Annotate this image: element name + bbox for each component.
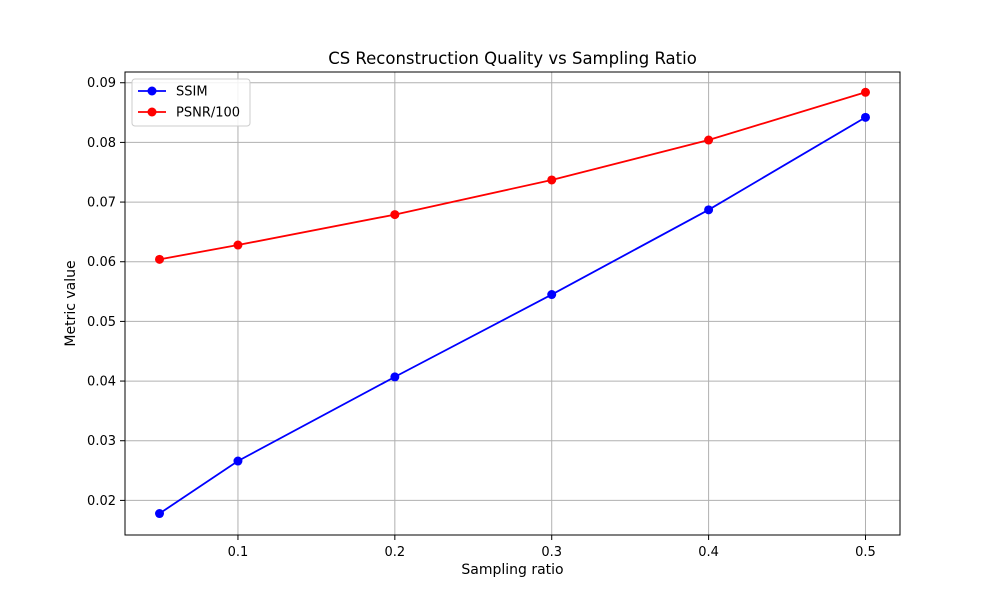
data-point-ssim (390, 372, 400, 382)
data-point-psnr (233, 240, 243, 250)
legend-label-psnr: PSNR/100 (176, 106, 240, 121)
legend-marker-psnr (147, 107, 157, 117)
grid (120, 72, 900, 540)
x-tick-label: 0.4 (698, 545, 719, 560)
y-tick-label: 0.08 (87, 136, 116, 151)
series-line-ssim (159, 116, 866, 515)
plot-frame (124, 71, 901, 536)
data-point-psnr (390, 210, 400, 220)
data-point-psnr (860, 87, 870, 97)
legend-label-ssim: SSIM (176, 85, 208, 100)
data-point-ssim (860, 112, 870, 122)
data-point-psnr (547, 175, 557, 185)
series-line-psnr (159, 91, 866, 261)
x-axis-ticks: 0.1 0.2 0.3 0.4 0.5 (228, 545, 876, 560)
data-point-ssim (233, 456, 243, 466)
x-tick-label: 0.5 (855, 545, 876, 560)
data-point-psnr (155, 254, 165, 264)
y-tick-label: 0.04 (87, 375, 116, 390)
legend-marker-ssim (147, 86, 157, 96)
y-tick-label: 0.05 (87, 315, 116, 330)
y-tick-label: 0.02 (87, 494, 116, 509)
legend: SSIM PSNR/100 (131, 78, 251, 127)
x-axis-label: Sampling ratio (461, 562, 563, 578)
y-tick-label: 0.07 (87, 196, 116, 211)
data-point-ssim (547, 290, 557, 300)
y-axis-ticks: 0.02 0.03 0.04 0.05 0.06 0.07 0.08 0.09 (87, 76, 116, 509)
y-axis-label: Metric value (63, 260, 79, 346)
y-tick-label: 0.09 (87, 76, 116, 91)
x-tick-label: 0.3 (541, 545, 562, 560)
y-tick-label: 0.06 (87, 255, 116, 270)
y-tick-label: 0.03 (87, 434, 116, 449)
data-point-ssim (155, 509, 165, 519)
series (155, 87, 870, 519)
data-point-psnr (704, 135, 714, 145)
chart-title: CS Reconstruction Quality vs Sampling Ra… (328, 49, 697, 68)
x-tick-label: 0.2 (384, 545, 405, 560)
data-point-ssim (704, 205, 714, 215)
x-tick-label: 0.1 (228, 545, 249, 560)
